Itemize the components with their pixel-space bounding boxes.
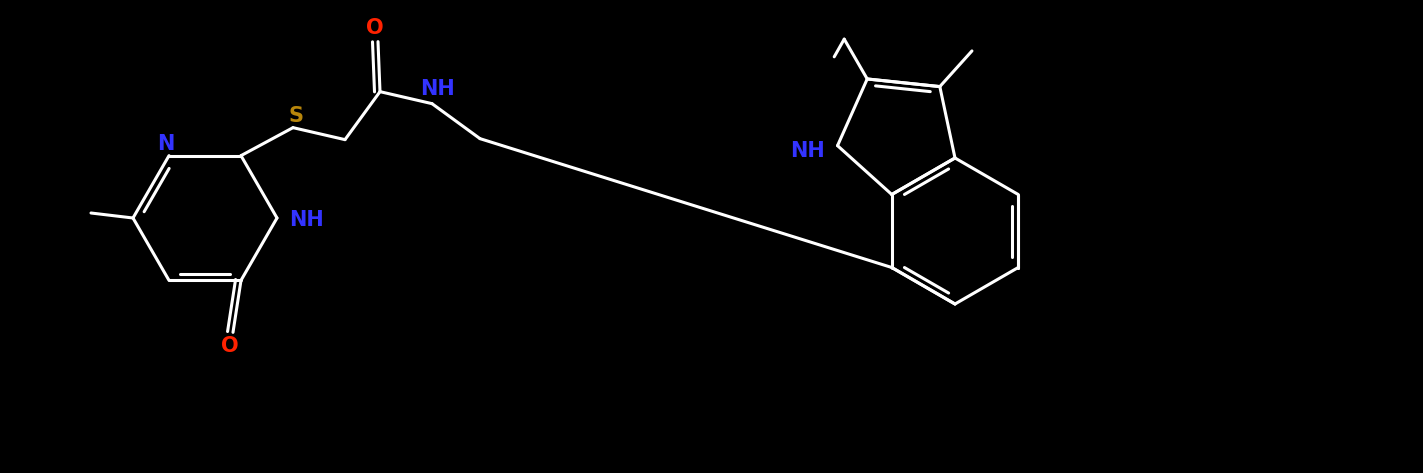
Text: NH: NH	[290, 210, 324, 230]
Text: N: N	[158, 134, 175, 154]
Text: S: S	[289, 105, 303, 126]
Text: O: O	[221, 336, 239, 356]
Text: O: O	[366, 18, 384, 38]
Text: NH: NH	[420, 79, 454, 99]
Text: NH: NH	[790, 140, 825, 161]
